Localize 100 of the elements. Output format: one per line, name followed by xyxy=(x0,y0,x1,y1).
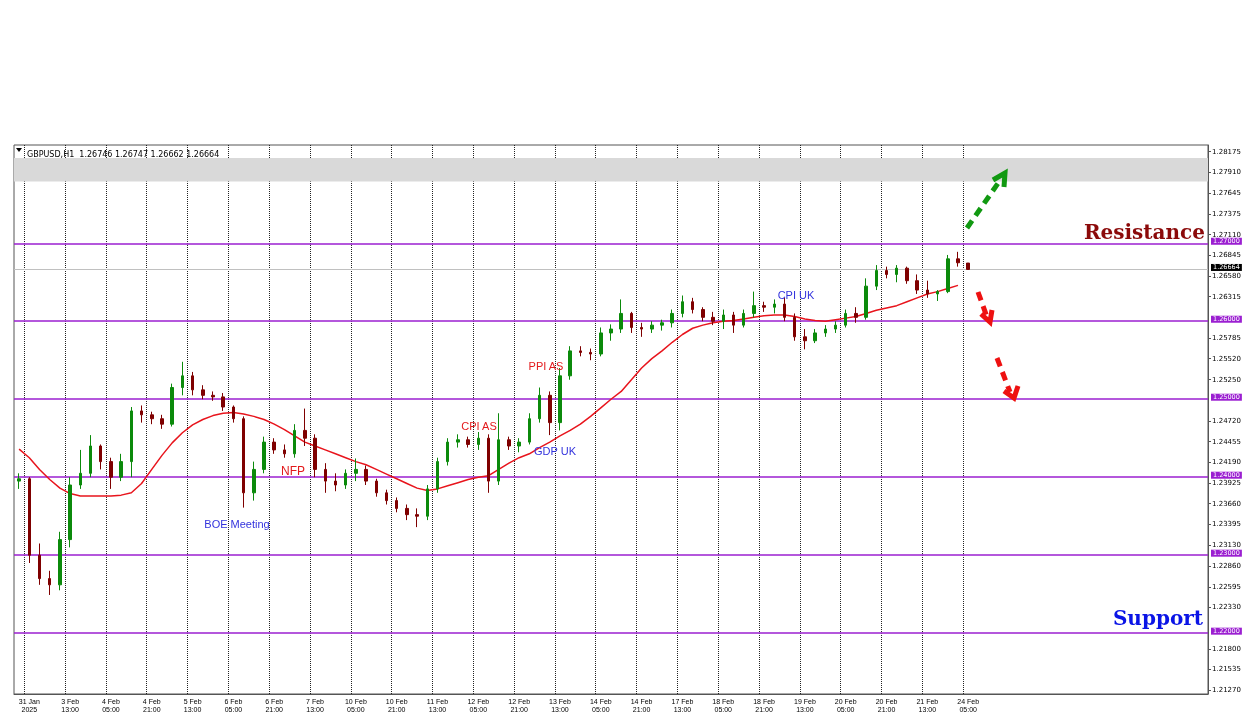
candlestick xyxy=(48,570,51,596)
candlestick xyxy=(619,298,623,334)
candlestick xyxy=(477,431,480,451)
annotation: CPI AS xyxy=(461,420,497,432)
candlestick xyxy=(701,306,705,322)
line-series xyxy=(18,284,959,497)
candlestick xyxy=(181,361,184,396)
candlestick xyxy=(915,273,919,295)
candlestick xyxy=(844,309,847,328)
candlestick xyxy=(446,437,449,467)
candlestick xyxy=(354,457,358,482)
candlestick xyxy=(38,542,41,586)
candlestick xyxy=(752,291,756,318)
candlestick xyxy=(966,262,970,271)
candlestick xyxy=(905,266,909,285)
candlestick xyxy=(956,251,960,268)
candlestick xyxy=(538,387,541,424)
candlestick xyxy=(119,453,123,482)
candlestick xyxy=(344,468,347,490)
candlestick xyxy=(160,414,164,430)
candlestick xyxy=(660,319,664,332)
candlestick xyxy=(364,465,368,486)
candlestick xyxy=(28,476,31,564)
candlestick xyxy=(711,311,715,326)
candlestick xyxy=(609,323,613,342)
candlestick xyxy=(630,311,633,334)
candlestick xyxy=(140,404,143,424)
candlestick xyxy=(58,531,62,591)
candlestick xyxy=(191,371,194,396)
candlestick xyxy=(68,476,72,548)
candlestick xyxy=(803,328,807,350)
annotation: GDP UK xyxy=(534,445,577,457)
candlestick xyxy=(875,264,878,291)
candlestick xyxy=(497,412,500,486)
candlestick xyxy=(79,449,82,490)
annotation: Support xyxy=(1112,606,1204,630)
candlestick xyxy=(426,484,429,521)
candlestick xyxy=(150,411,154,425)
candlestick xyxy=(589,348,592,361)
annotation: CPI UK xyxy=(777,289,815,301)
candlestick xyxy=(517,437,521,453)
text: GBPUSD,H1 1.26746 1.26747 1.26662 1.26664 xyxy=(27,149,220,159)
candlestick xyxy=(170,383,174,428)
candlestick xyxy=(722,309,725,330)
candlestick xyxy=(579,345,582,357)
candlestick xyxy=(793,312,796,342)
candlestick xyxy=(895,264,898,283)
candlestick xyxy=(936,289,939,302)
candlestick xyxy=(640,322,643,338)
candlestick xyxy=(303,408,307,447)
candlestick xyxy=(242,415,245,509)
candlestick xyxy=(548,390,552,436)
candlestick xyxy=(221,392,225,412)
candlestick xyxy=(436,457,439,494)
candlestick xyxy=(201,384,205,400)
candlestick xyxy=(507,436,511,451)
candlestick xyxy=(385,489,388,505)
candlestick xyxy=(272,437,276,455)
candlestick xyxy=(262,436,266,474)
candlestick xyxy=(864,277,868,321)
candlestick xyxy=(324,462,327,494)
candlestick xyxy=(293,423,296,459)
candlestick xyxy=(211,390,215,402)
candlestick xyxy=(99,443,102,470)
candlestick xyxy=(773,298,776,314)
candlestick xyxy=(568,345,572,381)
candlestick xyxy=(650,320,654,334)
annotation: NFP xyxy=(281,464,305,478)
candlestick xyxy=(732,311,735,334)
candlestick xyxy=(405,504,409,521)
candlestick xyxy=(17,472,21,490)
candlestick xyxy=(130,406,133,478)
candlestick xyxy=(742,309,745,328)
candlestick xyxy=(691,297,694,314)
candlestick xyxy=(232,404,235,424)
candlestick xyxy=(375,478,378,498)
candlestick xyxy=(252,461,256,502)
candlestick xyxy=(824,324,827,338)
candlestick xyxy=(415,507,419,528)
candlestick xyxy=(946,254,950,294)
candlestick xyxy=(89,434,92,478)
candlestick xyxy=(334,472,337,492)
candlestick xyxy=(456,433,460,449)
candlestick xyxy=(834,320,837,334)
annotation: Resistance xyxy=(1083,220,1205,244)
candlestick xyxy=(283,443,286,459)
candlestick xyxy=(599,326,603,357)
candlestick xyxy=(395,496,398,513)
candlestick xyxy=(926,280,929,299)
annotation: BOE Meeting xyxy=(204,518,270,530)
candlestick xyxy=(109,457,113,490)
candlestick xyxy=(681,295,684,318)
annotation: PPI AS xyxy=(528,360,564,372)
candlestick xyxy=(854,306,858,324)
candlestick xyxy=(466,436,470,449)
candlestick xyxy=(313,433,317,478)
candlestick xyxy=(487,433,490,494)
candlestick xyxy=(813,328,817,344)
candlestick xyxy=(885,266,888,279)
candlestick xyxy=(762,301,766,313)
